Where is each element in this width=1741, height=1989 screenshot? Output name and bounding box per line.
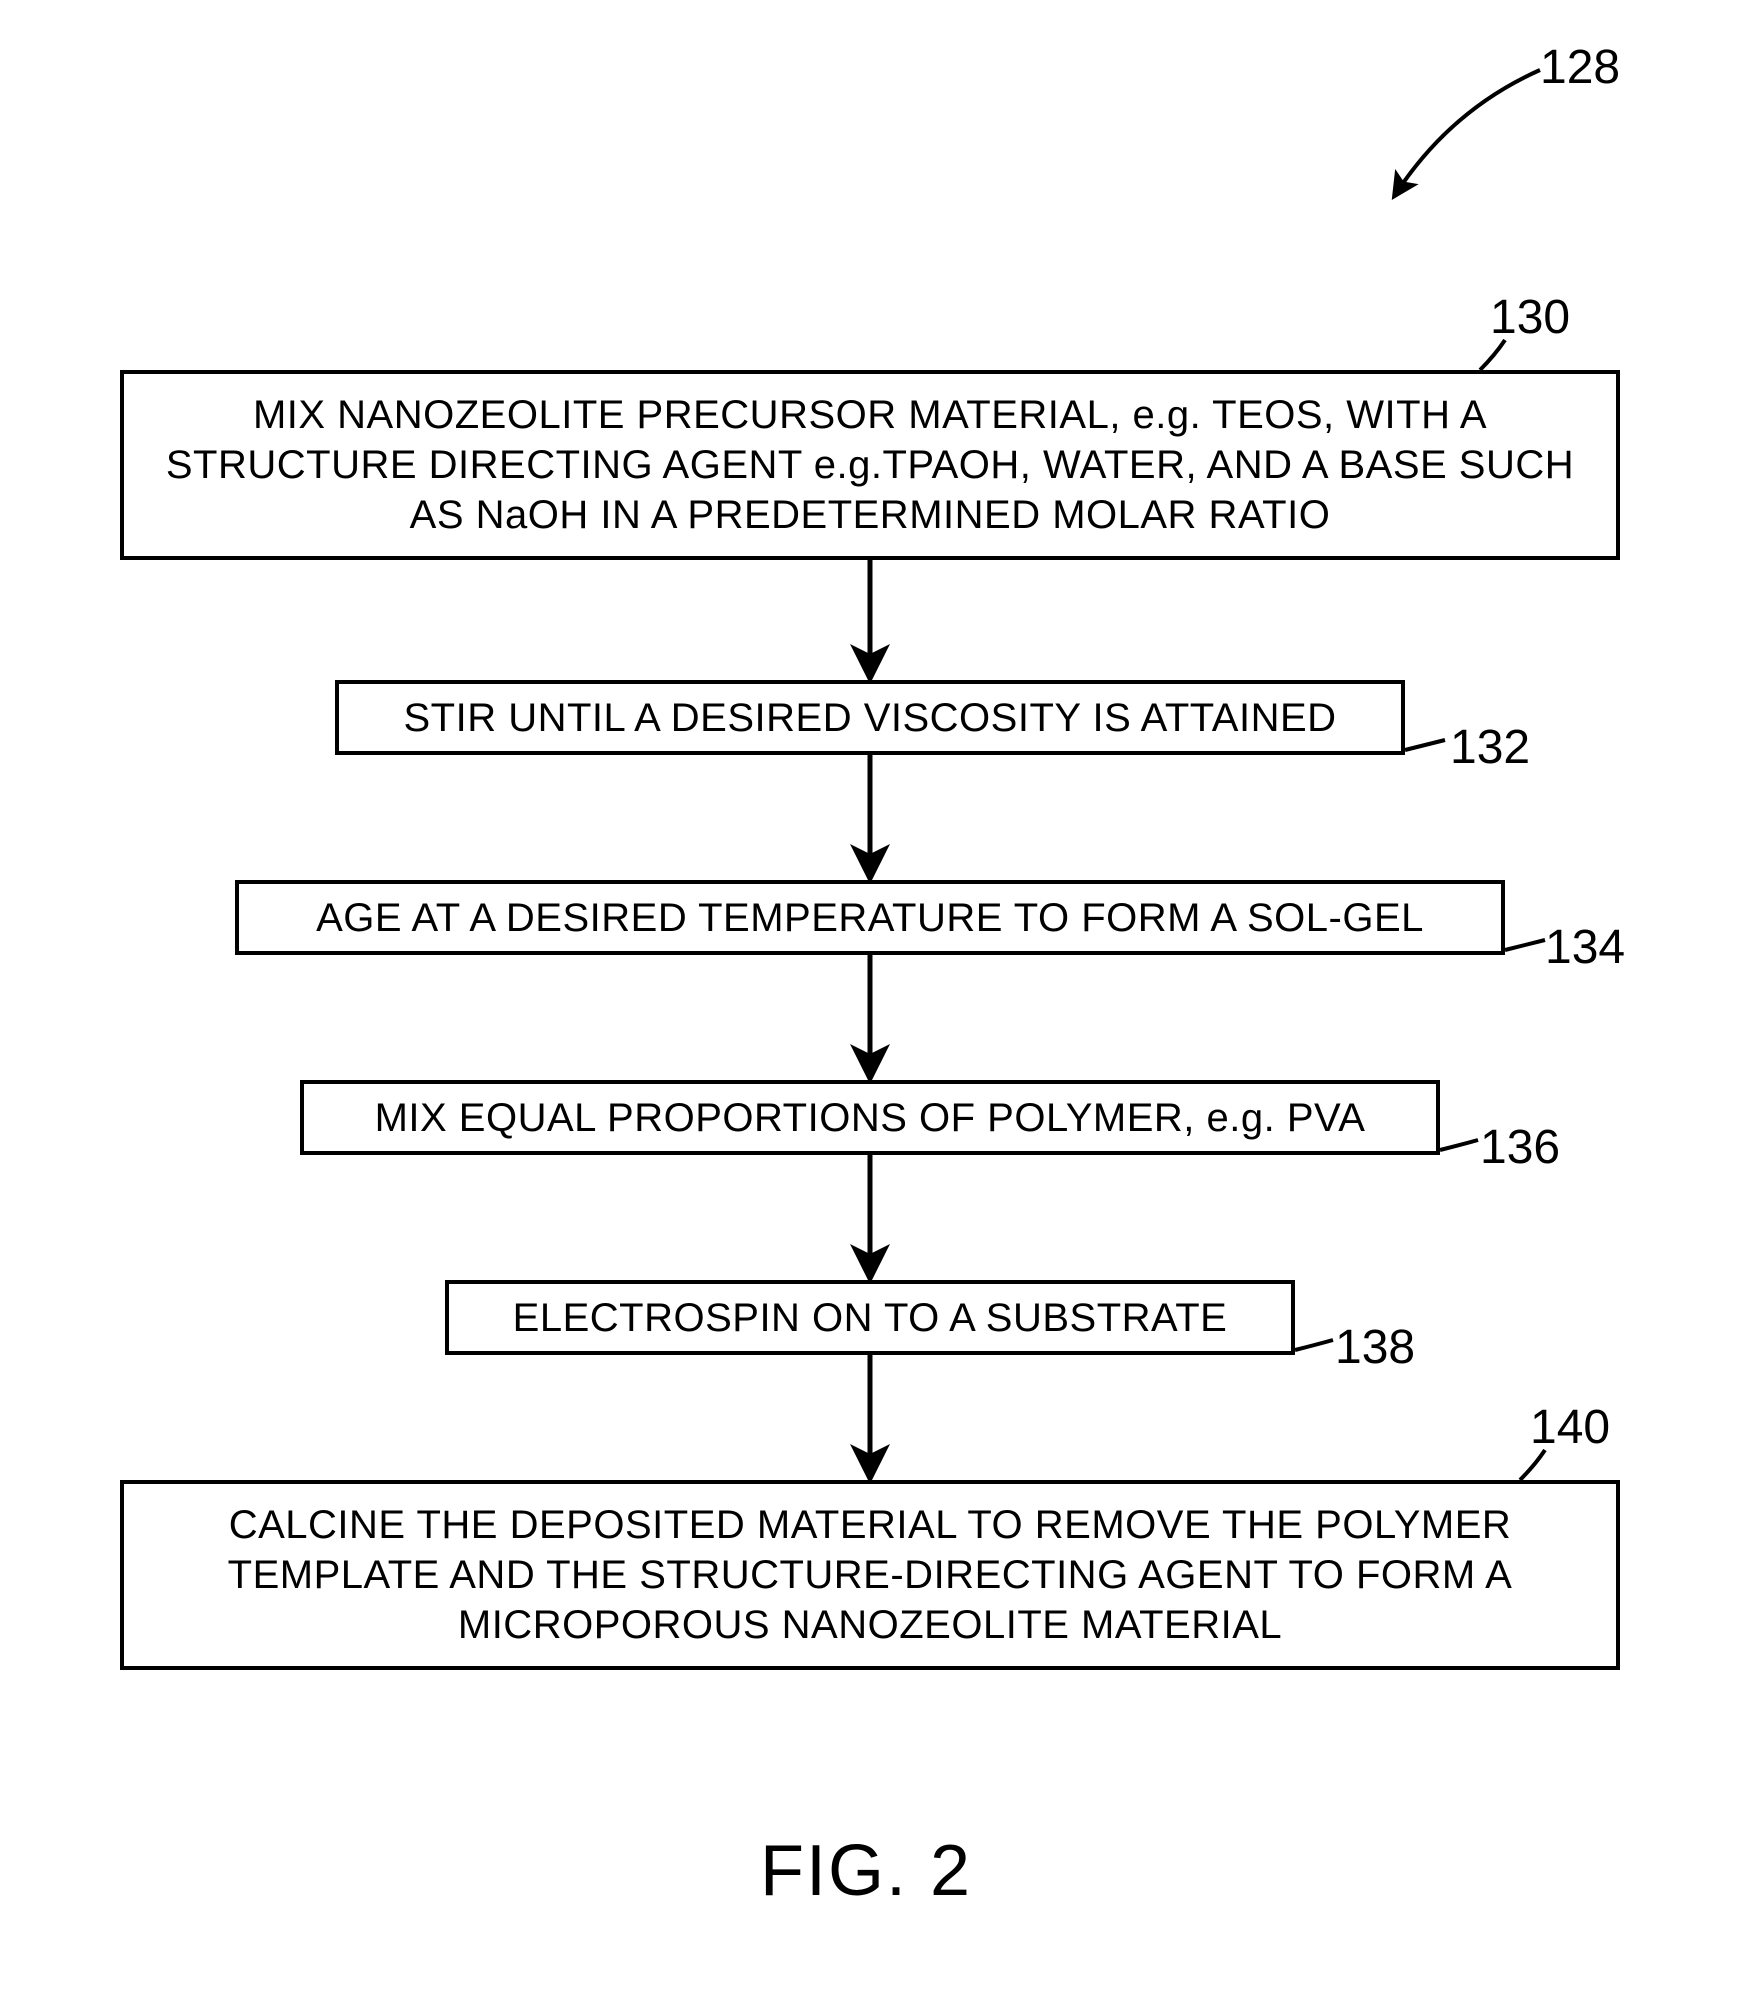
ref-label-132: 132 <box>1450 720 1530 775</box>
ref-label-138: 138 <box>1335 1320 1415 1375</box>
flow-step-text: ELECTROSPIN ON TO A SUBSTRATE <box>513 1293 1228 1343</box>
flow-step-electrospin: ELECTROSPIN ON TO A SUBSTRATE <box>445 1280 1295 1355</box>
ref-label-130: 130 <box>1490 290 1570 345</box>
ref-label-128: 128 <box>1540 40 1620 95</box>
flow-step-text: MIX EQUAL PROPORTIONS OF POLYMER, e.g. P… <box>375 1093 1366 1143</box>
flow-step-text: MIX NANOZEOLITE PRECURSOR MATERIAL, e.g.… <box>142 390 1598 540</box>
flow-step-age: AGE AT A DESIRED TEMPERATURE TO FORM A S… <box>235 880 1505 955</box>
flow-step-stir: STIR UNTIL A DESIRED VISCOSITY IS ATTAIN… <box>335 680 1405 755</box>
ref-label-136: 136 <box>1480 1120 1560 1175</box>
flow-step-text: STIR UNTIL A DESIRED VISCOSITY IS ATTAIN… <box>403 693 1336 743</box>
flow-step-mix-polymer: MIX EQUAL PROPORTIONS OF POLYMER, e.g. P… <box>300 1080 1440 1155</box>
ref-label-134: 134 <box>1545 920 1625 975</box>
ref-label-140: 140 <box>1530 1400 1610 1455</box>
flowchart-arrows <box>0 0 1741 1989</box>
flow-step-mix-precursor: MIX NANOZEOLITE PRECURSOR MATERIAL, e.g.… <box>120 370 1620 560</box>
flow-step-text: CALCINE THE DEPOSITED MATERIAL TO REMOVE… <box>142 1500 1598 1650</box>
flow-step-text: AGE AT A DESIRED TEMPERATURE TO FORM A S… <box>316 893 1424 943</box>
flow-step-calcine: CALCINE THE DEPOSITED MATERIAL TO REMOVE… <box>120 1480 1620 1670</box>
figure-caption: FIG. 2 <box>760 1830 972 1912</box>
flowchart-canvas: MIX NANOZEOLITE PRECURSOR MATERIAL, e.g.… <box>0 0 1741 1989</box>
